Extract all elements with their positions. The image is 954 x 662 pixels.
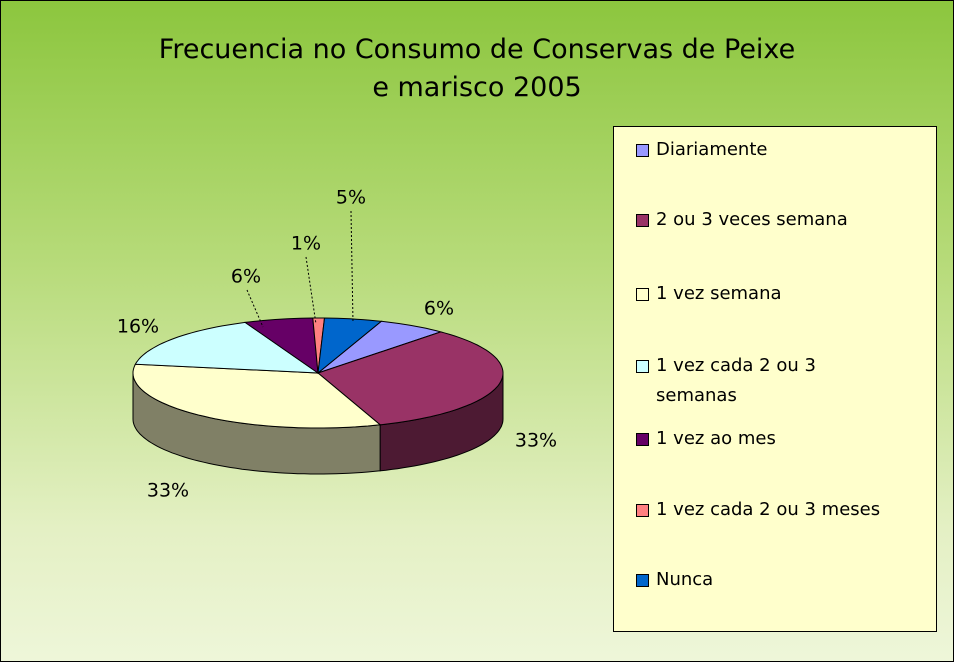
data-label: 5% bbox=[336, 187, 366, 209]
pie-slice bbox=[317, 320, 443, 374]
legend-swatch bbox=[636, 360, 649, 373]
legend-label: 2 ou 3 veces semana bbox=[656, 209, 848, 230]
legend-swatch bbox=[636, 214, 649, 227]
pie-slice bbox=[132, 363, 382, 429]
legend-swatch bbox=[636, 433, 649, 446]
legend: Diariamente 2 ou 3 veces semana 1 vez sema… bbox=[613, 126, 937, 632]
legend-label: 1 vez semana bbox=[656, 283, 782, 304]
legend-item: 1 vez cada 2 ou 3 meses bbox=[636, 495, 936, 525]
data-label: 6% bbox=[231, 266, 261, 288]
legend-swatch bbox=[636, 574, 649, 587]
legend-label: 1 vez cada 2 ou 3 semanas bbox=[656, 355, 816, 406]
leader-line bbox=[246, 289, 264, 328]
leader-line bbox=[350, 210, 354, 324]
legend-swatch bbox=[636, 288, 649, 301]
pie-slice bbox=[316, 331, 504, 426]
data-label: 33% bbox=[147, 480, 189, 502]
chart-title: Frecuencia no Consumo de Conservas de Pe… bbox=[158, 34, 796, 103]
legend-item: 1 vez ao mes bbox=[636, 424, 936, 454]
leader-line bbox=[305, 256, 317, 325]
pie-slice bbox=[134, 321, 320, 374]
legend-item: 1 vez semana bbox=[636, 279, 936, 309]
legend-label: Nunca bbox=[656, 569, 714, 590]
legend-swatch bbox=[636, 504, 649, 517]
data-label: 16% bbox=[117, 316, 159, 338]
legend-item: 1 vez cada 2 ou 3 semanas bbox=[636, 351, 936, 411]
data-label: 6% bbox=[424, 298, 454, 320]
legend-swatch bbox=[636, 144, 649, 157]
legend-item: Nunca bbox=[636, 565, 936, 595]
legend-label: 1 vez ao mes bbox=[656, 428, 776, 449]
data-label: 1% bbox=[291, 233, 321, 255]
legend-item: Diariamente bbox=[636, 135, 936, 165]
data-label: 33% bbox=[515, 430, 557, 452]
legend-label: Diariamente bbox=[656, 139, 768, 160]
pie-slice bbox=[243, 317, 319, 375]
legend-item: 2 ou 3 veces semana bbox=[636, 205, 936, 235]
legend-label: 1 vez cada 2 ou 3 meses bbox=[656, 499, 881, 520]
